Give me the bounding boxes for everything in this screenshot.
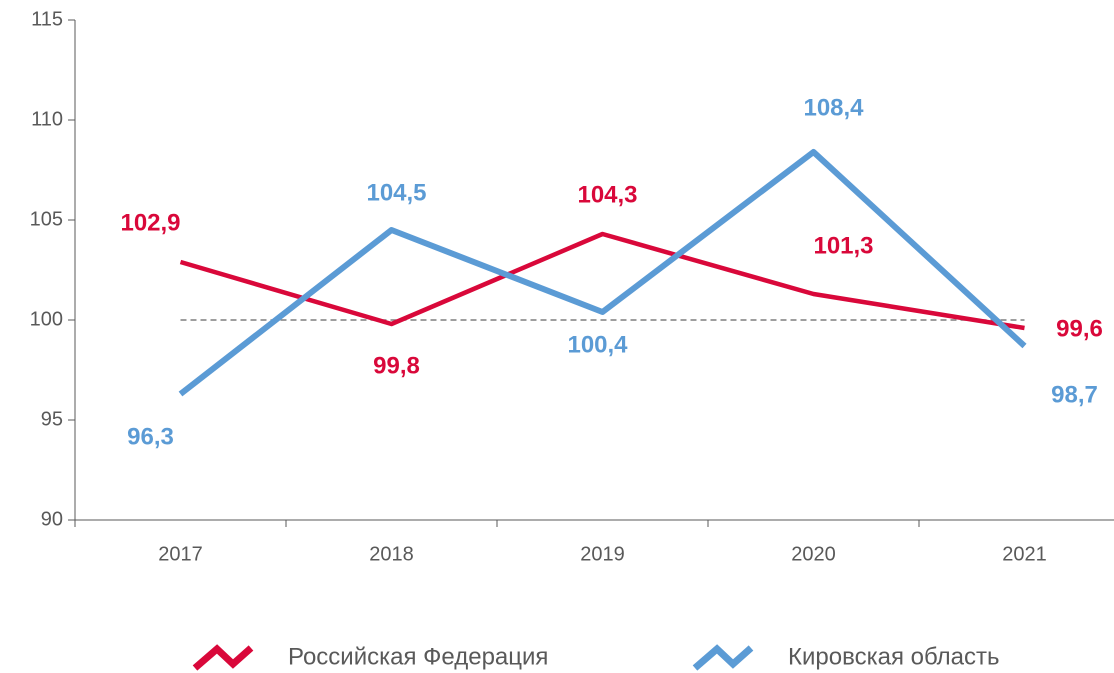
y-tick-label: 115: [31, 8, 63, 30]
data-label: 102,9: [120, 209, 180, 236]
series-line: [179, 231, 1025, 331]
legend-icon: [692, 644, 754, 671]
data-label: 100,4: [567, 331, 628, 358]
y-tick-label: 90: [41, 508, 63, 530]
x-tick-label: 2020: [791, 543, 836, 565]
legend-label: Российская Федерация: [288, 643, 548, 670]
data-label: 99,6: [1056, 315, 1103, 342]
y-tick-label: 95: [41, 408, 63, 430]
x-tick-label: 2021: [1002, 543, 1047, 565]
data-label: 104,5: [366, 179, 426, 206]
y-tick-label: 100: [30, 308, 63, 330]
y-tick-label: 110: [31, 108, 63, 130]
series-line: [178, 149, 1027, 397]
data-label: 101,3: [813, 232, 873, 259]
data-label: 108,4: [803, 94, 864, 121]
x-tick-label: 2019: [580, 543, 625, 565]
x-tick-label: 2018: [369, 543, 414, 565]
legend-icon: [192, 644, 254, 671]
legend-label: Кировская область: [788, 643, 999, 670]
data-label: 104,3: [577, 181, 637, 208]
data-label: 99,8: [373, 352, 420, 379]
y-tick-label: 105: [30, 208, 63, 230]
data-label: 98,7: [1051, 381, 1098, 408]
x-tick-label: 2017: [158, 543, 203, 565]
data-label: 96,3: [127, 423, 174, 450]
